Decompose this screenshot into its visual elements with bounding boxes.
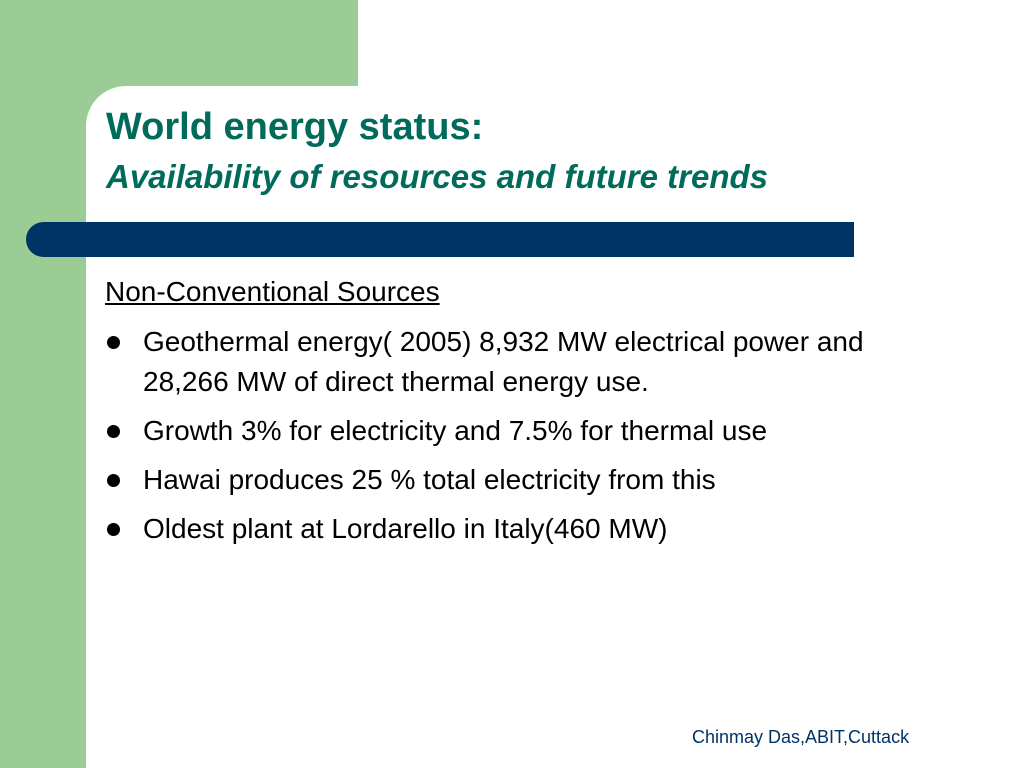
- section-heading: Non-Conventional Sources: [105, 276, 440, 307]
- title: World energy status:: [106, 106, 484, 148]
- bullet-item: Oldest plant at Lordarello in Italy(460 …: [105, 509, 945, 549]
- divider-bar: [26, 222, 854, 257]
- footer: Chinmay Das,ABIT,Cuttack: [692, 727, 910, 747]
- subtitle: Availability of resources and future tre…: [106, 158, 768, 195]
- bullet-item: Hawai produces 25 % total electricity fr…: [105, 460, 945, 500]
- bullet-list: Geothermal energy( 2005) 8,932 MW electr…: [105, 322, 945, 558]
- content-panel: [86, 86, 1024, 768]
- bullet-item: Geothermal energy( 2005) 8,932 MW electr…: [105, 322, 945, 402]
- bullet-item: Growth 3% for electricity and 7.5% for t…: [105, 411, 945, 451]
